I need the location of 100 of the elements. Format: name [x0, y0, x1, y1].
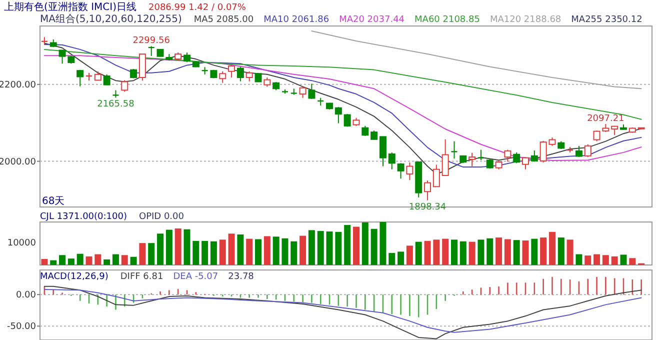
bar: [584, 256, 592, 265]
candlestick: [344, 114, 351, 128]
bar: [548, 232, 556, 265]
bar: [611, 256, 618, 265]
annotation: 23.78: [228, 272, 254, 282]
candlestick: [406, 162, 414, 181]
bar: [602, 255, 609, 265]
candlestick: [478, 149, 484, 161]
bar: [335, 232, 342, 265]
candlestick: [362, 125, 369, 136]
candlestick: [424, 180, 432, 201]
candlestick: [138, 53, 146, 82]
bar: [496, 237, 502, 265]
bar: [317, 231, 324, 265]
text: MA5 2085.00: [194, 15, 254, 25]
bar: [112, 254, 119, 265]
candlestick: [442, 138, 449, 176]
series-label: DEA -5.07: [173, 272, 218, 282]
text: 10000: [7, 238, 36, 249]
chart-subtitle: 2086.99 1.42 / 0.07%: [148, 3, 246, 13]
candlestick: [130, 68, 138, 79]
bar: [531, 238, 538, 265]
annotation: 68天: [42, 196, 65, 207]
candlestick: [451, 140, 458, 160]
text: MA10 2061.86: [264, 15, 330, 25]
bar: [290, 241, 298, 265]
text: MA60 2108.85: [414, 15, 480, 25]
candlestick: [584, 144, 592, 158]
bar: [94, 254, 102, 265]
bar: [415, 242, 422, 265]
bar: [202, 240, 208, 265]
candlestick: [495, 160, 502, 170]
annotation: 2097.21: [587, 114, 624, 124]
candlestick: [299, 86, 306, 98]
bar: [139, 243, 146, 265]
bar: [513, 240, 520, 265]
bar: [148, 243, 155, 265]
bar: [192, 240, 200, 265]
bar: [174, 228, 182, 265]
text: MA组合(5,10,20,60,120,255): [40, 13, 182, 25]
bar: [344, 225, 351, 265]
bar: [576, 254, 582, 265]
line-series: [311, 30, 642, 90]
bar: [264, 236, 270, 265]
candlestick: [504, 149, 512, 162]
bar: [450, 240, 458, 265]
bar: [629, 258, 636, 265]
candlestick: [522, 156, 529, 170]
bar: [228, 234, 235, 265]
bar: [594, 254, 600, 265]
bar: [424, 240, 431, 265]
bar: [558, 237, 564, 265]
bar: [104, 259, 110, 265]
annotation: 1898.34: [408, 202, 446, 212]
bar: [255, 239, 262, 265]
candlestick: [246, 70, 253, 82]
y-tick-label: -50.00: [6, 322, 36, 332]
bar: [210, 241, 217, 265]
bar: [184, 229, 190, 265]
candlestick: [468, 152, 476, 167]
bar: [157, 234, 164, 265]
annotation: 2165.58: [97, 100, 135, 110]
candlestick: [379, 136, 386, 167]
candlestick: [432, 164, 440, 188]
bar: [237, 234, 244, 265]
bar: [166, 230, 172, 265]
bar: [380, 222, 386, 265]
candlestick: [228, 64, 236, 78]
bar: [504, 239, 511, 265]
bar: [352, 226, 360, 265]
candlestick: [397, 162, 404, 180]
candlestick: [121, 80, 128, 92]
bar: [219, 240, 226, 265]
bar: [540, 237, 547, 265]
bar: [460, 241, 466, 265]
candlestick: [513, 152, 520, 164]
chart-title: CJL 1371.00(0:100): [40, 212, 127, 222]
series-label: DIFF 6.81: [120, 272, 164, 282]
candlestick: [264, 76, 271, 88]
bar: [442, 238, 449, 265]
bar: [398, 252, 404, 265]
bar: [388, 252, 396, 265]
candlestick: [308, 83, 316, 100]
candlestick: [370, 130, 378, 140]
bar: [522, 240, 529, 265]
text: MA120 2188.68: [490, 15, 562, 25]
bar: [478, 240, 484, 265]
annotation: 2299.56: [132, 36, 170, 46]
chart-title: 上期有色(亚洲指数 IMCI)日线: [4, 1, 136, 13]
candlestick: [236, 66, 244, 82]
bar: [620, 254, 627, 265]
bar: [246, 238, 253, 265]
bar: [362, 222, 368, 265]
bar: [76, 254, 84, 265]
line-series: [44, 289, 642, 333]
line-series: [44, 286, 642, 340]
bar: [486, 238, 494, 265]
bar: [433, 240, 440, 265]
bar: [468, 242, 476, 265]
bar: [121, 255, 128, 265]
